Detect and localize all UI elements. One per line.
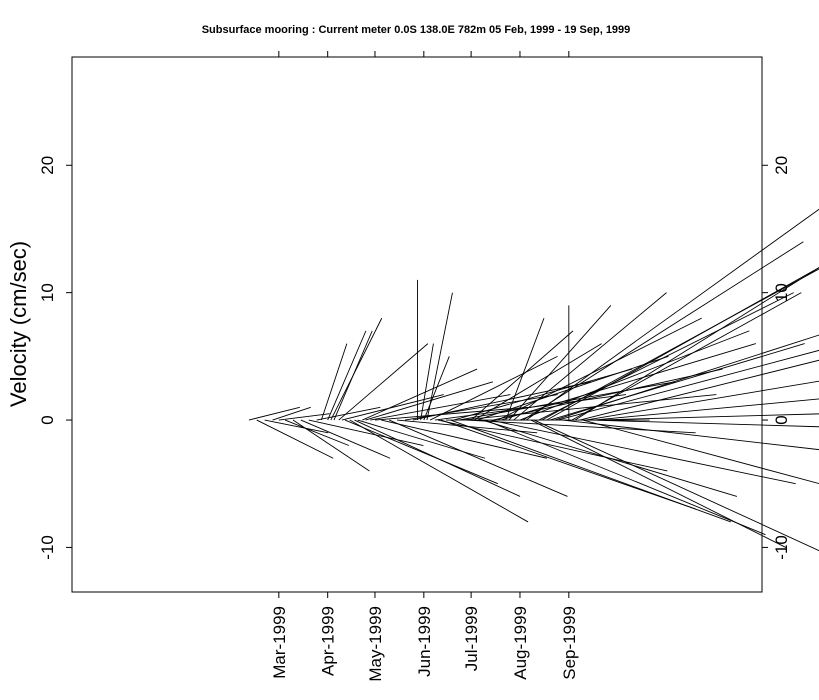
velocity-stick <box>388 419 568 497</box>
velocity-stick <box>437 419 668 472</box>
velocity-stick <box>292 419 370 472</box>
velocity-stick <box>482 419 738 497</box>
velocity-stick <box>362 368 478 421</box>
velocity-stick <box>374 406 528 421</box>
velocity-stick <box>333 330 373 421</box>
velocity-stick <box>519 330 750 421</box>
velocity-stick <box>349 419 529 523</box>
velocity-stick <box>579 359 819 421</box>
velocity-stick <box>256 419 334 459</box>
x-tick-label: Jun-1999 <box>415 606 434 677</box>
velocity-stick <box>404 394 558 421</box>
velocity-stick <box>597 413 819 421</box>
velocity-stick <box>582 419 819 485</box>
x-ticks-top <box>278 51 570 57</box>
velocity-stick <box>594 398 819 421</box>
chart-title: Subsurface mooring : Current meter 0.0S … <box>202 24 631 36</box>
velocity-stick <box>493 368 723 421</box>
velocity-stick <box>338 343 429 421</box>
velocity-stick <box>533 419 819 552</box>
velocity-stick <box>461 394 717 421</box>
velocity-stick <box>513 292 667 421</box>
velocity-stick <box>320 343 348 421</box>
velocity-stick <box>453 368 633 421</box>
x-tick-label: May-1999 <box>366 606 385 682</box>
velocity-stick <box>497 317 702 421</box>
velocity-stick <box>571 292 802 421</box>
velocity-stick <box>458 381 676 421</box>
velocity-stick <box>272 406 311 421</box>
x-tick-label: Jul-1999 <box>462 606 481 671</box>
velocity-sticks <box>248 208 819 552</box>
velocity-stick <box>474 343 602 421</box>
velocity-stick <box>586 380 819 421</box>
x-tick-label: Apr-1999 <box>319 606 338 676</box>
velocity-stick <box>526 208 819 421</box>
y-ticks-left: -10 0 10 20 <box>38 156 72 560</box>
velocity-stick <box>344 419 499 485</box>
velocity-stick <box>365 381 494 421</box>
velocity-stick <box>308 419 424 446</box>
x-tick-label: Sep-1999 <box>560 606 579 680</box>
velocity-stick <box>590 419 819 428</box>
y-tick-label-left: -10 <box>38 535 57 560</box>
x-ticks-bottom: Mar-1999 Apr-1999 May-1999 Jun-1999 Jul-1999… <box>270 592 579 682</box>
x-tick-label: Mar-1999 <box>270 606 289 679</box>
y-tick-label-left: 20 <box>38 156 57 175</box>
x-tick-label: Aug-1999 <box>511 606 530 680</box>
velocity-stick <box>441 419 697 510</box>
velocity-stick <box>450 419 732 523</box>
velocity-stick <box>278 413 330 421</box>
velocity-stick <box>508 305 612 421</box>
y-tick-label-left: 0 <box>38 415 57 424</box>
velocity-stick <box>341 394 444 421</box>
velocity-stick <box>574 267 819 421</box>
velocity-stick <box>370 394 511 421</box>
velocity-stick <box>316 406 381 421</box>
velocity-stick <box>264 419 329 434</box>
velocity-stick <box>284 419 349 446</box>
y-axis-label: Velocity (cm/sec) <box>6 241 31 407</box>
velocity-stick <box>554 334 819 421</box>
velocity-stick <box>300 419 391 459</box>
velocity-stick <box>505 317 545 421</box>
y-tick-label-right: 20 <box>772 156 791 175</box>
velocity-stick <box>530 419 786 548</box>
y-tick-label-right: 0 <box>772 415 791 424</box>
velocity-stick <box>557 349 819 421</box>
velocity-stick <box>429 355 558 421</box>
velocity-stick <box>549 343 805 421</box>
velocity-stick <box>426 292 453 421</box>
velocity-stick <box>381 419 547 459</box>
velocity-stick <box>562 419 819 451</box>
velocity-stick <box>522 241 804 421</box>
velocity-stick <box>248 406 300 421</box>
y-tick-label-right: -10 <box>772 535 791 560</box>
velocity-stick <box>485 419 766 536</box>
velocity-stick <box>489 419 796 485</box>
plot-frame <box>71 56 763 593</box>
velocity-stick <box>354 419 521 497</box>
velocity-stick <box>420 343 434 421</box>
y-tick-label-left: 10 <box>38 283 57 302</box>
velocity-stick <box>541 268 819 421</box>
velocity-stick <box>327 330 367 421</box>
velocity-stick <box>423 356 450 421</box>
